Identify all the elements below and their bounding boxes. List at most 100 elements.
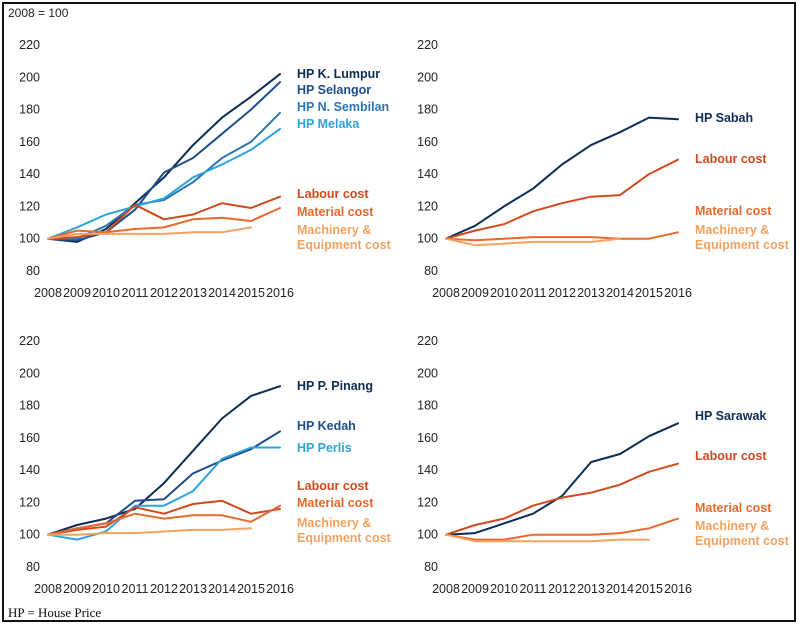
x-tick-label: 2012 bbox=[548, 286, 576, 300]
y-tick-label: 160 bbox=[417, 135, 438, 149]
y-tick-label: 100 bbox=[417, 232, 438, 246]
x-tick-label: 2014 bbox=[606, 286, 634, 300]
legend-label: HP Selangor bbox=[297, 83, 371, 97]
x-tick-label: 2015 bbox=[635, 286, 663, 300]
y-tick-label: 100 bbox=[417, 528, 438, 542]
series-line-labour-cost bbox=[445, 462, 679, 536]
series-line-machinery-equipment-cost bbox=[445, 237, 621, 247]
x-tick-label: 2009 bbox=[461, 582, 489, 596]
series-line-labour-cost bbox=[47, 499, 281, 536]
series-line-machinery-equipment-cost bbox=[47, 226, 252, 240]
y-tick-label: 120 bbox=[417, 495, 438, 509]
legend-label: Labour cost bbox=[695, 449, 767, 463]
y-tick-label: 80 bbox=[26, 264, 40, 278]
x-tick-label: 2016 bbox=[664, 286, 692, 300]
x-tick-label: 2010 bbox=[490, 582, 518, 596]
series-line-hp-selangor bbox=[47, 81, 281, 242]
y-tick-label: 120 bbox=[19, 495, 40, 509]
series-line-hp-perlis bbox=[47, 446, 281, 541]
y-tick-label: 80 bbox=[424, 264, 438, 278]
y-tick-label: 200 bbox=[19, 366, 40, 380]
y-tick-label: 220 bbox=[19, 334, 40, 348]
series-line-hp-melaka bbox=[47, 127, 281, 240]
series-line-machinery-equipment-cost bbox=[47, 527, 252, 536]
x-tick-label: 2012 bbox=[548, 582, 576, 596]
x-tick-label: 2008 bbox=[432, 582, 460, 596]
y-tick-label: 120 bbox=[19, 199, 40, 213]
x-tick-label: 2015 bbox=[237, 582, 265, 596]
index-base-note: 2008 = 100 bbox=[8, 6, 69, 20]
x-tick-label: 2016 bbox=[266, 286, 294, 300]
y-tick-label: 140 bbox=[417, 167, 438, 181]
series-line-hp-k-lumpur bbox=[47, 73, 281, 243]
legend-label: Labour cost bbox=[297, 187, 369, 201]
y-tick-label: 100 bbox=[19, 232, 40, 246]
x-tick-label: 2012 bbox=[150, 286, 178, 300]
y-tick-label: 160 bbox=[19, 431, 40, 445]
series-line-machinery-equipment-cost bbox=[445, 533, 650, 543]
legend-label: Material cost bbox=[695, 501, 772, 515]
y-tick-label: 180 bbox=[19, 103, 40, 117]
x-tick-label: 2011 bbox=[122, 286, 149, 300]
x-tick-label: 2009 bbox=[63, 286, 91, 300]
x-tick-label: 2016 bbox=[266, 582, 294, 596]
y-tick-label: 200 bbox=[19, 70, 40, 84]
y-tick-label: 100 bbox=[19, 528, 40, 542]
legend-label: HP Perlis bbox=[297, 441, 352, 455]
y-tick-label: 120 bbox=[417, 199, 438, 213]
legend-label: HP P. Pinang bbox=[297, 379, 373, 393]
y-tick-label: 140 bbox=[19, 167, 40, 181]
series-line-material-cost bbox=[445, 517, 679, 541]
x-tick-label: 2016 bbox=[664, 582, 692, 596]
legend-label: HP Melaka bbox=[297, 117, 360, 131]
y-tick-label: 180 bbox=[417, 103, 438, 117]
x-tick-label: 2015 bbox=[635, 582, 663, 596]
x-tick-label: 2013 bbox=[179, 286, 207, 300]
x-tick-label: 2011 bbox=[520, 286, 547, 300]
y-tick-label: 80 bbox=[424, 560, 438, 574]
legend-label: Machinery & Equipment cost bbox=[297, 516, 392, 545]
legend-label: HP N. Sembilan bbox=[297, 100, 389, 114]
x-tick-label: 2014 bbox=[208, 582, 236, 596]
x-tick-label: 2010 bbox=[92, 286, 120, 300]
legend-label: HP Sabah bbox=[695, 111, 753, 125]
y-tick-label: 200 bbox=[417, 366, 438, 380]
legend-label: Material cost bbox=[297, 496, 374, 510]
y-tick-label: 140 bbox=[19, 463, 40, 477]
y-tick-label: 80 bbox=[26, 560, 40, 574]
legend-label: Machinery & Equipment cost bbox=[695, 519, 790, 548]
x-tick-label: 2013 bbox=[577, 286, 605, 300]
x-tick-label: 2009 bbox=[461, 286, 489, 300]
y-tick-label: 160 bbox=[19, 135, 40, 149]
series-line-labour-cost bbox=[445, 158, 679, 240]
x-tick-label: 2008 bbox=[34, 582, 62, 596]
x-tick-label: 2011 bbox=[520, 582, 547, 596]
series-line-labour-cost bbox=[47, 195, 281, 240]
y-tick-label: 180 bbox=[19, 399, 40, 413]
series-line-material-cost bbox=[47, 504, 281, 536]
x-tick-label: 2010 bbox=[490, 286, 518, 300]
x-tick-label: 2008 bbox=[34, 286, 62, 300]
series-line-material-cost bbox=[445, 231, 679, 242]
x-tick-label: 2014 bbox=[606, 582, 634, 596]
x-tick-label: 2011 bbox=[122, 582, 149, 596]
y-tick-label: 220 bbox=[19, 38, 40, 52]
series-line-hp-sabah bbox=[445, 116, 679, 240]
x-tick-label: 2012 bbox=[150, 582, 178, 596]
x-tick-label: 2009 bbox=[63, 582, 91, 596]
x-tick-label: 2013 bbox=[179, 582, 207, 596]
legend-label: HP K. Lumpur bbox=[297, 67, 380, 81]
legend-label: HP Kedah bbox=[297, 419, 356, 433]
y-tick-label: 220 bbox=[417, 38, 438, 52]
series-line-material-cost bbox=[47, 207, 281, 240]
series-line-hp-sarawak bbox=[445, 422, 679, 536]
x-tick-label: 2008 bbox=[432, 286, 460, 300]
footnote: HP = House Price bbox=[8, 605, 102, 620]
y-tick-label: 160 bbox=[417, 431, 438, 445]
legend-label: Material cost bbox=[297, 205, 374, 219]
